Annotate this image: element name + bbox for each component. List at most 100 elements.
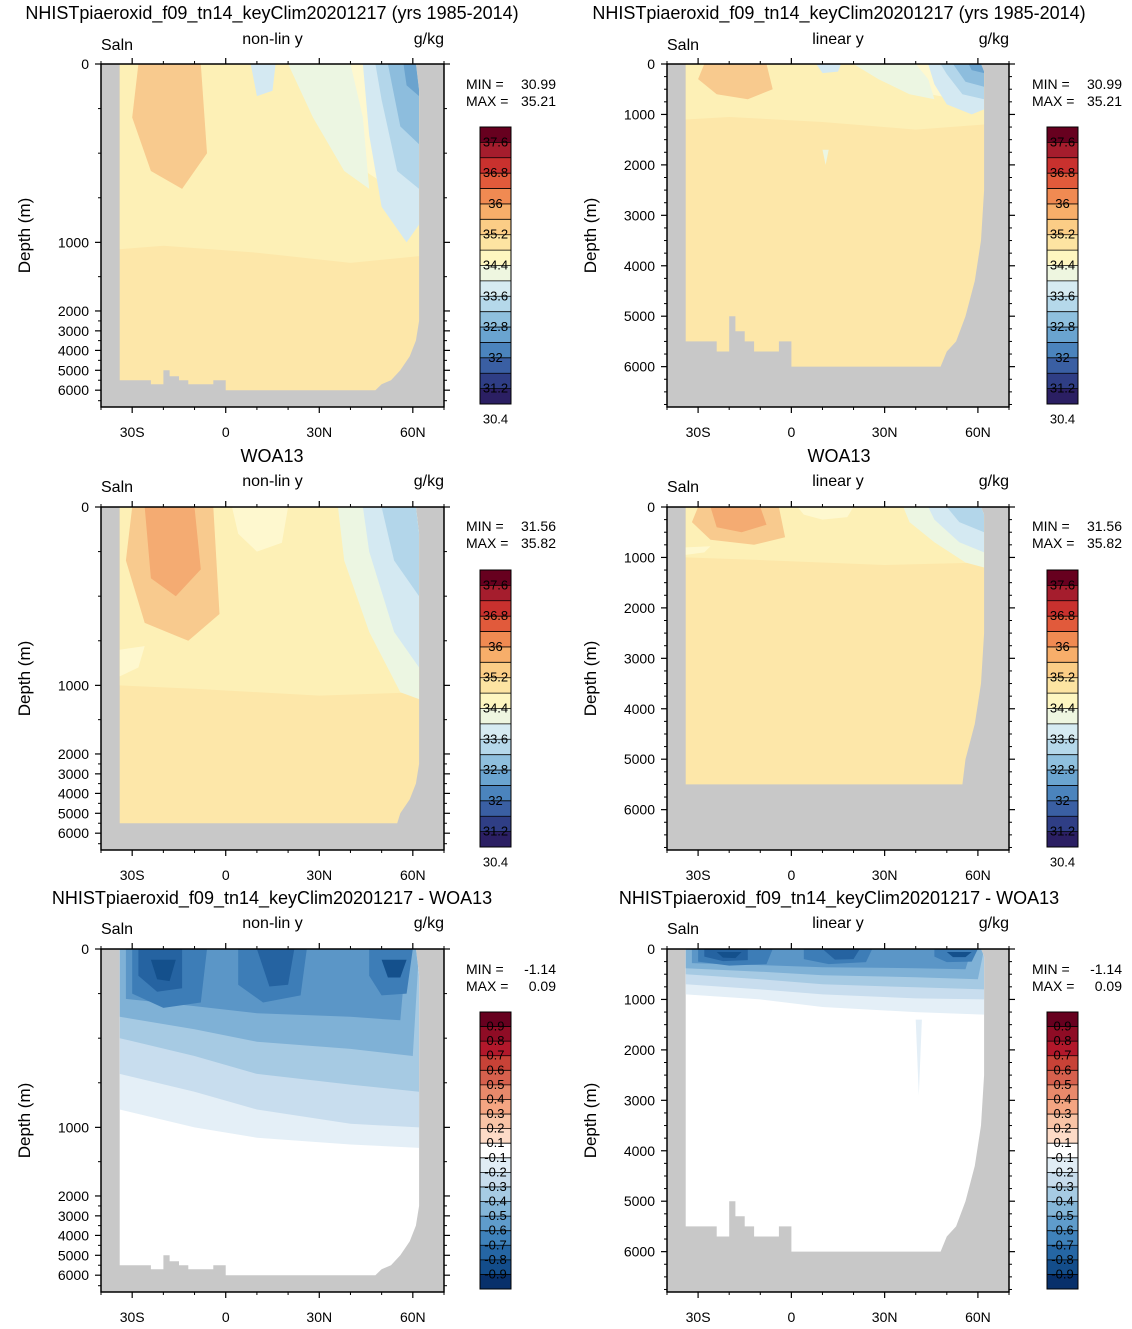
y-axis-label: Depth (m) <box>581 1083 600 1159</box>
colorbar-swatch <box>1047 157 1078 174</box>
x-tick-label: 30N <box>306 1309 332 1325</box>
max-value: 35.21 <box>1087 93 1122 109</box>
colorbar-swatch <box>480 616 511 632</box>
colorbar-swatch <box>1047 600 1078 617</box>
corner-center-label: linear y <box>812 915 864 932</box>
colorbar-swatch <box>480 708 511 725</box>
colorbar-label: -0.3 <box>484 1179 506 1194</box>
x-tick-label: 0 <box>787 1309 795 1325</box>
corner-left-label: Saln <box>667 479 699 496</box>
colorbar-swatch <box>480 831 511 848</box>
contour-region <box>381 507 420 597</box>
colorbar-swatch <box>1047 203 1078 220</box>
colorbar-label: 31.2 <box>483 824 508 839</box>
colorbar-label: 36.8 <box>1050 608 1075 623</box>
colorbar-swatch <box>1047 1157 1078 1173</box>
colorbar-label: 0.1 <box>486 1135 504 1150</box>
x-tick-label: 60N <box>965 1309 991 1325</box>
colorbar-swatch <box>480 693 511 709</box>
y-tick-label: 1000 <box>58 234 89 250</box>
colorbar-label: 0.2 <box>1053 1121 1071 1136</box>
colorbar-frame <box>1046 1011 1079 1290</box>
colorbar-swatch <box>1047 296 1078 313</box>
colorbar-swatch <box>480 127 511 143</box>
x-tick-label: 60N <box>400 867 426 883</box>
min-value: 31.56 <box>1087 518 1122 534</box>
colorbar-swatch <box>1047 265 1078 282</box>
corner-center-label: non-lin y <box>242 473 302 490</box>
colorbar-swatch <box>480 142 511 159</box>
colorbar-label: 32.8 <box>483 319 508 334</box>
colorbar-swatch <box>1047 770 1078 786</box>
colorbar: 37.6 36.8 36 35.2 34.4 33.6 32.8 32 31.2 30.4 <box>1046 569 1079 869</box>
colorbar-swatch <box>480 631 511 648</box>
colorbar-swatch <box>480 265 511 282</box>
y-tick-label: 5000 <box>624 1193 655 1209</box>
colorbar-label: 32 <box>1055 793 1069 808</box>
colorbar-label: 36 <box>1055 196 1069 211</box>
colorbar-swatch <box>1047 280 1078 297</box>
colorbar-label: -0.1 <box>1051 1150 1073 1165</box>
colorbar-swatch <box>1047 142 1078 159</box>
colorbar-frame <box>479 126 512 405</box>
colorbar-swatch <box>480 1012 511 1027</box>
y-tick-label: 6000 <box>624 1244 655 1260</box>
colorbar-frame <box>1046 569 1079 848</box>
y-axis-label: Depth (m) <box>581 641 600 717</box>
colorbar-swatch <box>480 800 511 817</box>
colorbar-swatch <box>1047 1055 1078 1071</box>
plot-frame <box>666 63 1010 408</box>
colorbar-label: 0.9 <box>1053 1019 1071 1034</box>
colorbar-label: 0.8 <box>1053 1033 1071 1048</box>
colorbar-swatch <box>1047 1114 1078 1130</box>
max-value: 0.09 <box>529 978 556 994</box>
plot-area <box>101 507 444 850</box>
y-tick-label: 2000 <box>624 157 655 173</box>
colorbar-label: -0.7 <box>1051 1237 1073 1252</box>
x-tick-label: 60N <box>400 424 426 440</box>
plot-area <box>667 507 1009 850</box>
colorbar-label: 0.7 <box>1053 1048 1071 1063</box>
colorbar-swatch <box>480 1245 511 1261</box>
corner-center-label: non-lin y <box>242 31 302 48</box>
y-tick-label: 1000 <box>58 1119 89 1135</box>
colorbar-label: -0.2 <box>1051 1164 1073 1179</box>
contour-region <box>822 949 860 960</box>
max-value: 35.21 <box>521 93 556 109</box>
colorbar-swatch <box>480 1274 511 1290</box>
max-label: MAX = <box>1032 535 1074 551</box>
colorbar-label: -0.1 <box>484 1150 506 1165</box>
contour-region <box>710 507 767 533</box>
max-label: MAX = <box>466 93 508 109</box>
colorbar-swatch <box>480 1041 511 1057</box>
colorbar-swatch <box>480 280 511 297</box>
colorbar-frame <box>479 1011 512 1290</box>
colorbar-frame <box>1046 126 1079 405</box>
colorbar-swatch <box>480 1070 511 1086</box>
y-tick-label: 4000 <box>58 1227 89 1243</box>
y-tick-label: 4000 <box>58 342 89 358</box>
x-tick-label: 30N <box>872 424 898 440</box>
x-tick-label: 0 <box>222 1309 230 1325</box>
colorbar-swatch <box>1047 585 1078 602</box>
colorbar-label: -0.8 <box>484 1252 506 1267</box>
ocean-field <box>119 949 420 1276</box>
corner-left-label: Saln <box>667 921 699 938</box>
colorbar-label: 0.3 <box>1053 1106 1071 1121</box>
colorbar-label: 36 <box>488 639 502 654</box>
x-tick-label: 0 <box>222 867 230 883</box>
colorbar-label: 32.8 <box>1050 319 1075 334</box>
colorbar-label: 30.4 <box>483 854 508 869</box>
x-tick-label: 60N <box>400 1309 426 1325</box>
contour-region <box>946 952 972 958</box>
y-tick-label: 1000 <box>624 106 655 122</box>
max-label: MAX = <box>466 535 508 551</box>
colorbar-label: 0.6 <box>1053 1062 1071 1077</box>
colorbar-swatch <box>480 1099 511 1115</box>
y-tick-label: 4000 <box>624 1143 655 1159</box>
y-tick-label: 3000 <box>624 207 655 223</box>
x-tick-label: 30S <box>120 867 145 883</box>
colorbar-label: 35.2 <box>483 670 508 685</box>
colorbar-label: -0.3 <box>1051 1179 1073 1194</box>
colorbar-swatch <box>480 296 511 313</box>
